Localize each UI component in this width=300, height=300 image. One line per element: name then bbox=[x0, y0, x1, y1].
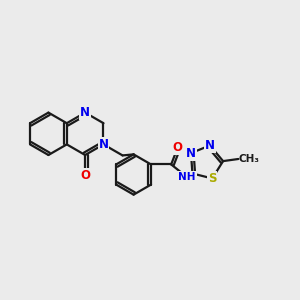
Text: O: O bbox=[80, 169, 90, 182]
Text: CH₃: CH₃ bbox=[239, 154, 260, 164]
Text: N: N bbox=[98, 138, 109, 151]
Text: S: S bbox=[208, 172, 217, 185]
Text: N: N bbox=[80, 106, 90, 119]
Text: O: O bbox=[172, 141, 182, 154]
Text: N: N bbox=[186, 147, 196, 160]
Text: N: N bbox=[205, 139, 215, 152]
Text: NH: NH bbox=[178, 172, 196, 182]
